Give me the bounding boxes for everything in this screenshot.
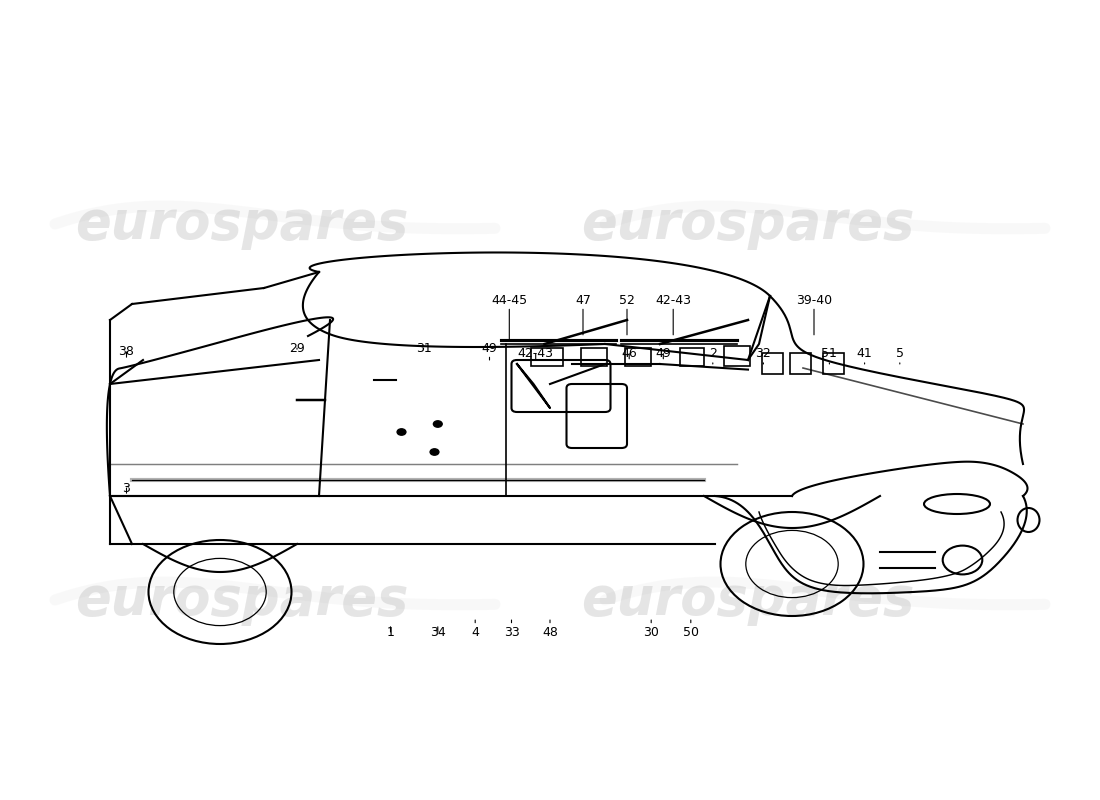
Text: 2: 2 (708, 347, 717, 364)
Text: 4: 4 (471, 620, 480, 638)
Text: 44-45: 44-45 (492, 294, 527, 339)
Text: eurospares: eurospares (581, 574, 915, 626)
Circle shape (430, 449, 439, 455)
Text: 52: 52 (619, 294, 635, 335)
Text: 39-40: 39-40 (796, 294, 832, 335)
Text: 49: 49 (482, 342, 497, 360)
Text: 34: 34 (430, 626, 446, 638)
Text: 1: 1 (386, 626, 395, 638)
Text: eurospares: eurospares (75, 574, 409, 626)
Text: 50: 50 (683, 620, 698, 638)
Circle shape (433, 421, 442, 427)
Text: 3: 3 (122, 482, 131, 494)
Text: eurospares: eurospares (581, 574, 915, 626)
Text: 49: 49 (656, 347, 671, 360)
Text: 47: 47 (575, 294, 591, 335)
Circle shape (397, 429, 406, 435)
Text: 31: 31 (416, 342, 431, 354)
Text: 41: 41 (857, 347, 872, 364)
Text: 33: 33 (504, 620, 519, 638)
Text: 30: 30 (644, 620, 659, 638)
Text: eurospares: eurospares (581, 198, 915, 250)
Text: 29: 29 (289, 342, 305, 354)
Text: 38: 38 (119, 346, 134, 358)
Text: 5: 5 (895, 347, 904, 364)
Text: 32: 32 (756, 347, 771, 364)
Text: 46: 46 (621, 347, 637, 360)
Text: 48: 48 (542, 620, 558, 638)
Text: eurospares: eurospares (75, 574, 409, 626)
Text: 42-43: 42-43 (518, 347, 553, 360)
Text: eurospares: eurospares (75, 198, 409, 250)
Text: eurospares: eurospares (75, 198, 409, 250)
Text: eurospares: eurospares (581, 198, 915, 250)
Text: 42-43: 42-43 (656, 294, 691, 335)
Text: 51: 51 (822, 347, 837, 364)
